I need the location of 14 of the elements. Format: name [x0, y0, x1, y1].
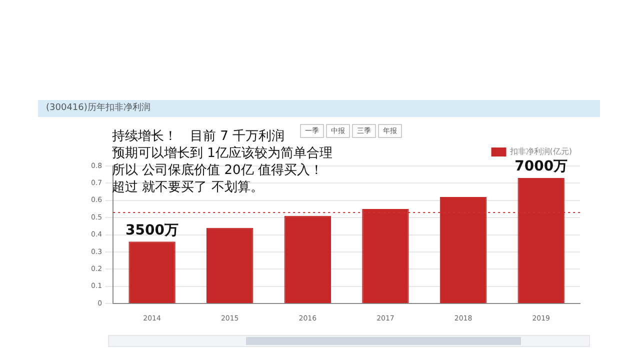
annotation: 所以 公司保底价值 20亿 值得买入！: [112, 162, 323, 179]
bar: [284, 216, 332, 304]
chart-title: (300416)历年扣非净利润: [38, 100, 600, 117]
legend-label: 扣非净利润(亿元): [508, 147, 572, 156]
text: 持续增长！ 目前 7 千万利润: [112, 128, 285, 145]
bar: [206, 228, 254, 304]
annotation: 7000万: [514, 158, 568, 175]
bar: [128, 242, 176, 304]
bar: [518, 178, 564, 304]
text: 预期可以增长到 1亿应该较为简单合理: [112, 145, 332, 162]
bar: [362, 209, 409, 304]
annotation: 3500万: [126, 222, 179, 238]
bar: [440, 196, 487, 304]
annotation: 超过 就不要买了 不划算。: [112, 179, 264, 196]
